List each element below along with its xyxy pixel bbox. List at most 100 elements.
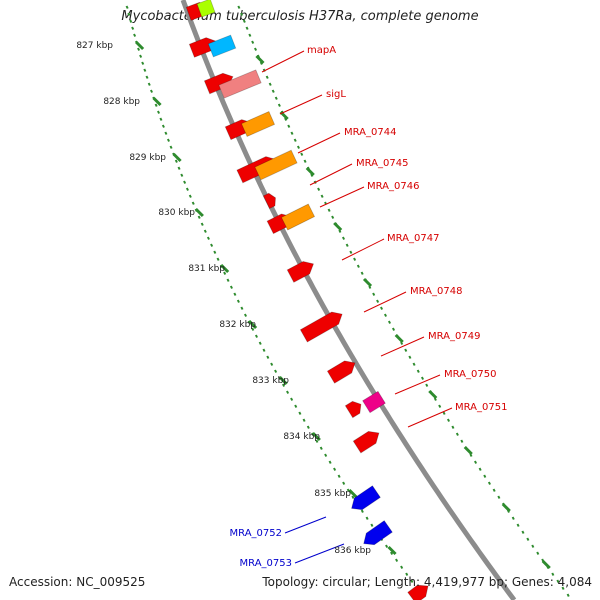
kbp-major-tick-outer (255, 54, 265, 65)
inner-dot-tick (141, 61, 145, 65)
ruler-ticks (125, 5, 570, 597)
red-gene-0751 (352, 430, 380, 454)
outer-dot-tick (342, 236, 346, 240)
gene-label[interactable]: MRA_0745 (356, 158, 408, 169)
gene-label[interactable]: MRA_0746 (367, 181, 419, 192)
gene-label[interactable]: sigL (326, 89, 346, 100)
leader-line (319, 186, 365, 208)
inner-dot-tick (154, 103, 158, 107)
red-gene-sigL-shape (204, 73, 233, 94)
kbp-major-tick (220, 263, 230, 274)
outer-dot-tick (254, 47, 258, 51)
kbp-major-tick (348, 488, 358, 499)
inner-dot-tick (137, 47, 141, 51)
inner-dot-tick (191, 201, 195, 205)
outer-dot-tick (516, 523, 520, 527)
inner-dot-tick (390, 551, 394, 555)
leader-line (261, 50, 305, 73)
inner-dot-tick (294, 404, 298, 408)
inner-dot-tick (203, 229, 207, 233)
gene-label[interactable]: MRA_0753 (240, 558, 292, 569)
leader-line (341, 238, 385, 261)
red-gene-0749 (326, 360, 356, 384)
inner-dot-tick (385, 544, 389, 548)
salmon-gene-shape (218, 69, 262, 99)
genome-backbone (180, 0, 517, 600)
inner-dot-tick (147, 82, 151, 86)
inner-dot-tick (145, 75, 149, 79)
outer-dot-tick (303, 159, 307, 163)
inner-dot-tick (290, 397, 294, 401)
kbp-major-tick-outer (394, 333, 404, 344)
inner-dot-tick (157, 110, 161, 114)
outer-dot-tick (425, 383, 429, 387)
inner-dot-tick (131, 26, 135, 30)
gene-label[interactable]: MRA_0749 (428, 331, 480, 342)
kbp-major-tick-outer (463, 445, 473, 456)
outer-dot-tick (320, 194, 324, 198)
outer-dot-tick (331, 215, 335, 219)
inner-dot-tick (200, 222, 204, 226)
inner-dot-tick (410, 579, 414, 583)
outer-dot-tick (420, 376, 425, 380)
outer-dot-tick (478, 467, 482, 471)
leader-line (363, 291, 407, 313)
kbp-label: 832 kbp (219, 320, 256, 330)
gene-labels: mapA sigL MRA_0744 MRA_0745 MRA_0746 MRA_0747… (230, 45, 508, 569)
inner-dot-tick (150, 89, 154, 93)
inner-dot-tick (223, 271, 227, 275)
outer-dot-tick (277, 103, 281, 107)
inner-dot-tick (166, 138, 170, 142)
outer-dot-tick (265, 75, 269, 79)
outer-dot-tick (356, 264, 360, 268)
outer-dot-tick (245, 26, 249, 30)
inner-dot-tick (306, 425, 310, 429)
inner-dot-tick (258, 341, 262, 345)
gene-label[interactable]: mapA (307, 45, 336, 56)
leader-line (297, 132, 341, 154)
kbp-scale-labels: 827 kbp 828 kbp 829 kbp 830 kbp 831 kbp 832 k… (76, 41, 371, 556)
blue-gene-0753-shape (363, 520, 393, 545)
kbp-label: 834 kbp (283, 432, 320, 442)
inner-dot-tick (180, 173, 184, 177)
red-gene-end-shape (407, 585, 429, 600)
outer-dot-tick (287, 124, 291, 128)
blue-gene-0753 (363, 520, 393, 546)
outer-dot-tick (296, 145, 300, 149)
red-gene-0747-shape (287, 261, 314, 283)
inner-dot-tick (370, 523, 374, 527)
gene-label[interactable]: MRA_0747 (387, 233, 439, 244)
inner-dot-tick (351, 495, 355, 499)
kbp-label: 829 kbp (129, 153, 166, 163)
inner-dot-tick (286, 390, 290, 394)
gene-label[interactable]: MRA_0748 (410, 286, 462, 297)
outer-dot-tick (451, 425, 455, 429)
outer-dot-tick (442, 411, 446, 415)
outer-dot-tick (492, 488, 496, 492)
inner-dot-tick (251, 327, 255, 331)
inner-dot-tick (161, 124, 165, 128)
kbp-major-tick-outer (305, 166, 315, 177)
outer-dot-tick (349, 250, 353, 254)
inner-dot-tick (216, 257, 220, 261)
outer-dot-tick (404, 348, 408, 352)
inner-dot-tick (337, 474, 341, 478)
inner-dot-tick (177, 166, 181, 170)
kbp-major-tick (135, 40, 145, 51)
outer-dot-tick (483, 474, 487, 478)
gene-label[interactable]: MRA_0752 (230, 528, 282, 539)
inner-dot-tick (282, 383, 286, 387)
gene-label[interactable]: MRA_0750 (444, 369, 496, 380)
outer-dot-tick (248, 33, 252, 37)
leader-line (279, 94, 323, 115)
outer-dot-tick (251, 40, 255, 44)
kbp-label: 830 kbp (158, 208, 195, 218)
inner-dot-tick (395, 558, 399, 562)
gene-label[interactable]: MRA_0744 (344, 127, 396, 138)
gene-label[interactable]: MRA_0751 (455, 402, 507, 413)
outer-dot-tick (387, 320, 391, 324)
red-gene-0751-shape (353, 431, 379, 453)
accession-text: Accession: NC_009525 (9, 575, 146, 589)
outer-dot-tick (345, 243, 349, 247)
kbp-label: 835 kbp (314, 489, 351, 499)
